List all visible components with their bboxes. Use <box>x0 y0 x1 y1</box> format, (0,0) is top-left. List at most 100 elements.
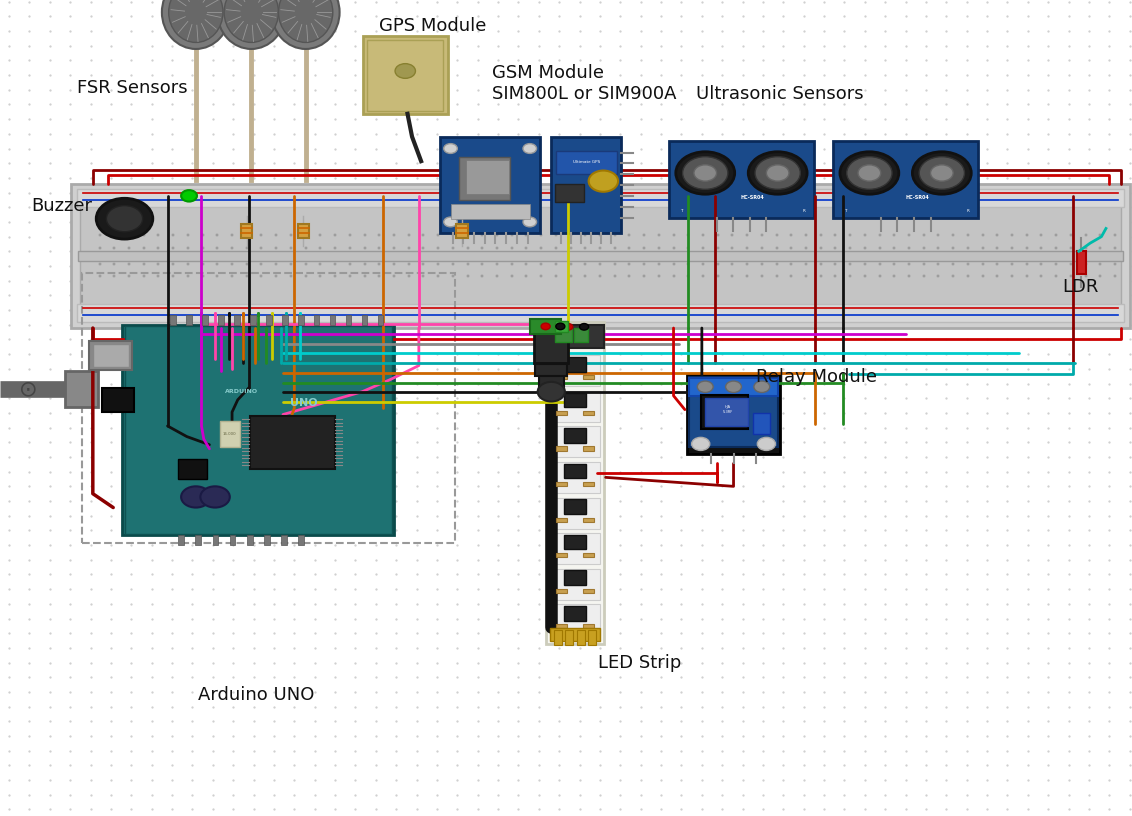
Text: GSM Module
SIM800L or SIM900A: GSM Module SIM800L or SIM900A <box>492 64 677 103</box>
Bar <box>564 605 586 621</box>
Circle shape <box>726 381 741 392</box>
Bar <box>78 251 1123 261</box>
Bar <box>556 553 567 557</box>
Bar <box>171 315 177 325</box>
Circle shape <box>580 324 589 330</box>
Circle shape <box>748 152 807 194</box>
Bar <box>574 328 588 343</box>
Bar <box>556 517 567 521</box>
Text: HJA
5-3RF: HJA 5-3RF <box>722 406 734 414</box>
Bar <box>564 534 586 549</box>
Bar <box>299 535 305 545</box>
Circle shape <box>757 437 775 450</box>
Circle shape <box>523 217 537 227</box>
Bar <box>564 428 586 443</box>
Bar <box>281 535 286 545</box>
Bar <box>314 315 319 325</box>
Bar <box>179 459 206 480</box>
Bar <box>583 553 594 557</box>
Bar <box>550 462 600 493</box>
Bar <box>556 446 567 450</box>
Text: LED Strip: LED Strip <box>598 654 681 672</box>
Bar <box>754 413 771 434</box>
Text: HC-SR04: HC-SR04 <box>741 195 764 200</box>
Bar <box>179 535 183 545</box>
Bar <box>77 304 1124 322</box>
Bar <box>71 184 1130 328</box>
Bar <box>705 398 748 426</box>
Bar <box>530 319 561 334</box>
Text: Buzzer: Buzzer <box>32 197 93 215</box>
Ellipse shape <box>278 0 333 42</box>
Text: ⊙: ⊙ <box>19 379 37 399</box>
Circle shape <box>858 165 881 181</box>
Text: R: R <box>967 209 969 212</box>
Bar <box>362 36 448 113</box>
Bar <box>187 315 192 325</box>
Bar <box>249 416 335 468</box>
Bar <box>583 482 594 486</box>
Bar <box>556 375 567 379</box>
Bar <box>556 411 567 415</box>
Bar <box>451 204 530 219</box>
Bar <box>247 535 252 545</box>
Circle shape <box>523 144 537 153</box>
Bar <box>583 624 594 628</box>
Bar <box>556 588 567 592</box>
Circle shape <box>847 157 892 189</box>
Bar <box>93 344 129 367</box>
Bar <box>589 631 597 645</box>
Bar <box>555 631 561 645</box>
Circle shape <box>181 486 211 508</box>
Bar <box>564 570 586 585</box>
Bar <box>555 184 584 202</box>
Circle shape <box>538 382 565 401</box>
Bar <box>583 375 594 379</box>
Text: T: T <box>844 209 847 212</box>
Bar <box>466 160 509 194</box>
Bar <box>213 535 218 545</box>
Bar <box>556 624 567 628</box>
Circle shape <box>444 217 457 227</box>
Circle shape <box>694 165 717 181</box>
Bar <box>833 140 978 218</box>
Bar <box>460 157 509 200</box>
Circle shape <box>754 381 770 392</box>
Bar <box>546 326 604 348</box>
Bar <box>241 224 252 238</box>
Bar <box>550 498 600 529</box>
Bar <box>555 328 572 343</box>
Bar <box>329 315 335 325</box>
Bar <box>556 151 617 174</box>
Bar <box>564 499 586 514</box>
Bar <box>550 533 600 564</box>
Bar <box>234 315 240 325</box>
Bar <box>583 588 594 592</box>
Bar <box>550 628 600 641</box>
Bar <box>550 391 600 422</box>
Bar <box>220 421 240 447</box>
Text: UNO: UNO <box>290 397 317 407</box>
Text: Relay Module: Relay Module <box>756 368 877 386</box>
Circle shape <box>692 437 710 450</box>
Bar <box>701 395 748 429</box>
Text: HC-SR04: HC-SR04 <box>906 195 928 200</box>
Bar <box>345 315 351 325</box>
Text: R: R <box>803 209 805 212</box>
Text: ARDUINO: ARDUINO <box>224 389 258 394</box>
Bar <box>264 535 269 545</box>
Bar <box>564 357 586 372</box>
Bar <box>577 631 584 645</box>
Bar <box>440 137 540 233</box>
Bar <box>687 374 780 454</box>
Circle shape <box>919 157 964 189</box>
Text: T: T <box>680 209 683 212</box>
Bar <box>551 137 621 233</box>
Bar <box>539 372 564 395</box>
Text: Ultimate GPS: Ultimate GPS <box>573 161 600 164</box>
Circle shape <box>444 144 457 153</box>
Circle shape <box>395 64 415 78</box>
Text: FSR Sensors: FSR Sensors <box>77 79 188 97</box>
Bar <box>564 392 586 407</box>
Ellipse shape <box>162 0 230 49</box>
